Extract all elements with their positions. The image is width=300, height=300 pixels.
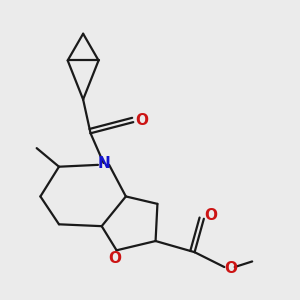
Text: O: O [108,251,121,266]
Text: N: N [97,155,110,170]
Text: O: O [224,261,238,276]
Text: O: O [204,208,217,223]
Text: O: O [135,113,148,128]
